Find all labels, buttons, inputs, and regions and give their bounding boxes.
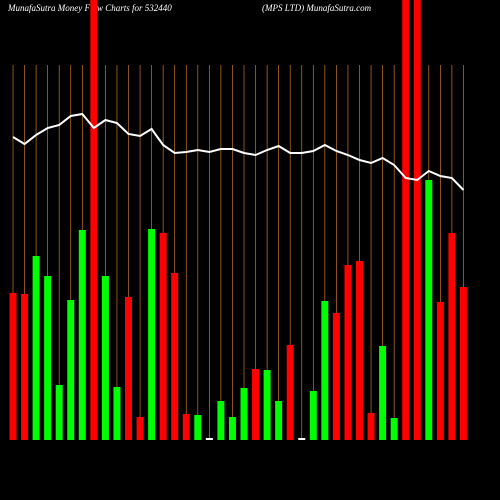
chart-subtitle: (MPS LTD) MunafaSutra.com [262, 3, 372, 13]
bar [459, 287, 467, 440]
bar [182, 414, 190, 440]
bar [413, 0, 421, 440]
bar [21, 294, 29, 440]
bar [205, 438, 213, 440]
bar [402, 0, 410, 440]
bar [32, 256, 40, 440]
bar [101, 276, 109, 440]
bar [344, 265, 352, 440]
bar [171, 273, 179, 440]
bar [367, 413, 375, 440]
bar [379, 346, 387, 440]
bar [44, 276, 52, 440]
bar [113, 387, 121, 440]
bar [436, 302, 444, 440]
bar [78, 230, 86, 440]
bar [55, 385, 63, 440]
money-flow-line [12, 112, 465, 191]
bar [252, 369, 260, 440]
bar [228, 417, 236, 440]
bar [125, 297, 132, 440]
bar [321, 301, 329, 440]
bar [448, 233, 456, 440]
bar [67, 300, 75, 440]
bar [240, 388, 248, 440]
bar [148, 229, 156, 440]
bar [298, 438, 306, 440]
bar [309, 391, 317, 440]
bar [332, 313, 340, 440]
bar [425, 180, 433, 440]
bar [286, 345, 294, 440]
bar [275, 401, 283, 440]
bar [9, 293, 17, 440]
bar [159, 233, 167, 440]
bar [356, 261, 363, 440]
bar [136, 417, 144, 440]
bar [194, 415, 202, 440]
bar [390, 418, 398, 440]
chart-title: MunafaSutra Money Flow Charts for 532440 [7, 3, 172, 13]
bar [90, 0, 98, 440]
bar [217, 401, 225, 440]
bar [263, 370, 271, 440]
